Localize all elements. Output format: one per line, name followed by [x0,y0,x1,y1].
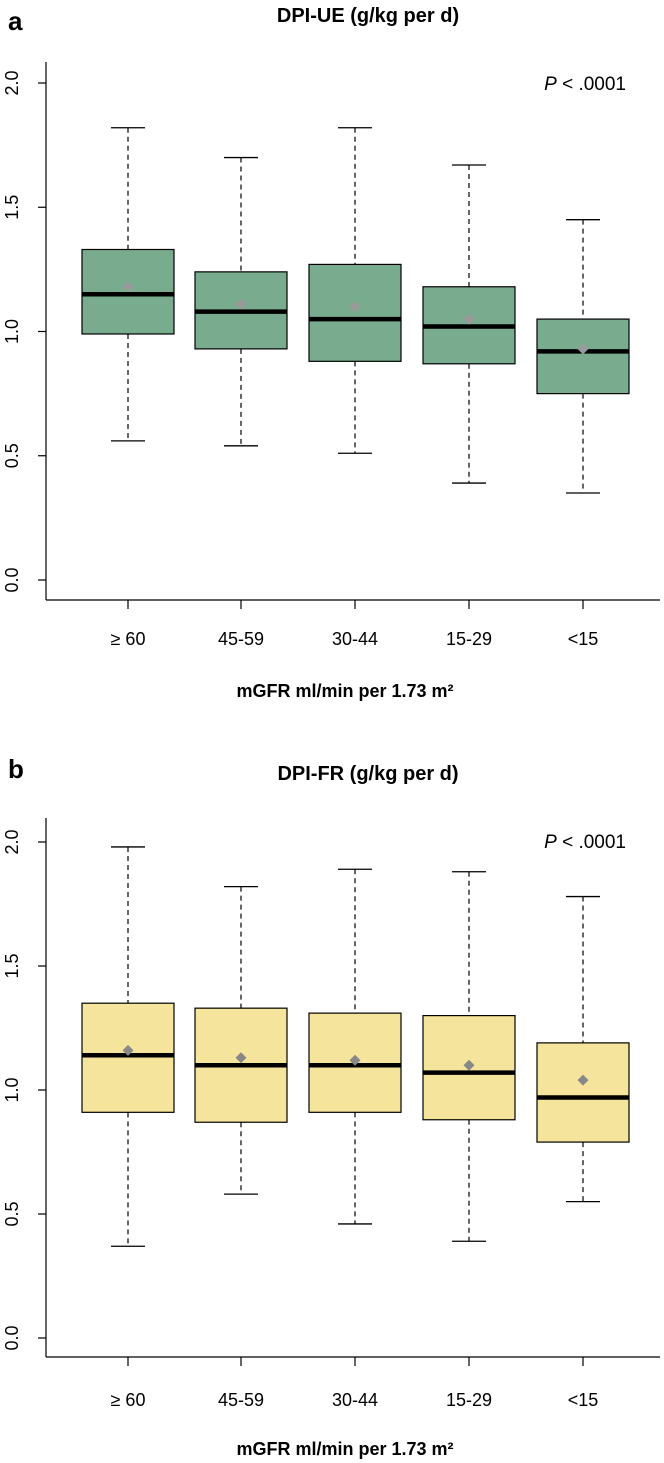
x-axis-label: mGFR ml/min per 1.73 m² [236,681,453,701]
box-1 [81,846,175,1247]
mean-marker [235,1052,247,1064]
x-tick-label: ≥ 60 [111,1390,146,1410]
box-2 [194,885,288,1195]
x-tick-label: <15 [568,1390,599,1410]
iqr-box [81,1002,175,1113]
chart-title: DPI-FR (g/kg per d) [277,763,458,785]
mean-marker [235,298,247,310]
iqr-box [536,318,630,395]
p-value-text: < .0001 [557,832,626,853]
chart-title: DPI-UE (g/kg per d) [277,5,459,27]
p-symbol: P [544,74,557,95]
panel-letter: a [8,6,23,36]
p-value-text: < .0001 [557,74,626,95]
panel-letter: b [8,754,24,784]
y-tick-label: 0.5 [2,443,22,468]
x-tick-label: 30-44 [332,629,378,649]
y-tick-label: 1.5 [2,953,22,978]
y-tick-label: 0.0 [2,1325,22,1350]
y-tick-label: 2.0 [2,829,22,854]
box-5 [536,895,630,1203]
y-tick-label: 0.0 [2,567,22,592]
x-tick-label: 15-29 [446,1390,492,1410]
x-axis-label: mGFR ml/min per 1.73 m² [236,1439,453,1459]
box-2 [194,156,288,447]
p-symbol: P [544,832,557,853]
box-4 [422,164,516,484]
x-tick-label: <15 [568,629,599,649]
y-tick-label: 2.0 [2,70,22,95]
x-tick-label: ≥ 60 [111,629,146,649]
y-tick-label: 0.5 [2,1201,22,1226]
mean-marker [577,343,589,355]
iqr-box [536,1042,630,1143]
p-value-annotation: P < .0001 [544,832,626,853]
mean-marker [463,1059,475,1071]
x-tick-label: 30-44 [332,1390,378,1410]
box-1 [81,127,175,442]
iqr-box [308,263,402,362]
mean-marker [577,1074,589,1086]
box-5 [536,219,630,494]
y-tick-label: 1.0 [2,1077,22,1102]
box-3 [308,868,402,1225]
x-tick-label: 45-59 [218,629,264,649]
mean-marker [349,1054,361,1066]
dpi-ue-chart: a DPI-UE (g/kg per d) 0.0 0.5 1.0 1.5 2.0 ≥ 60 4… [2,5,660,701]
mean-marker [122,1044,134,1056]
mean-marker [122,281,134,293]
dpi-fr-chart: b DPI-FR (g/kg per d) 0.0 0.5 1.0 1.5 2.0 ≥ 60 4… [2,754,660,1459]
y-tick-label: 1.5 [2,195,22,220]
box-3 [308,127,402,454]
x-tick-label: 15-29 [446,629,492,649]
y-tick-label: 1.0 [2,319,22,344]
mean-marker [349,301,361,313]
box-4 [422,871,516,1242]
mean-marker [463,313,475,325]
panel-a: a DPI-UE (g/kg per d) 0.0 0.5 1.0 1.5 2.0 ≥ 60 4… [0,0,664,730]
x-tick-label: 45-59 [218,1390,264,1410]
panel-b: b DPI-FR (g/kg per d) 0.0 0.5 1.0 1.5 2.0 ≥ 60 4… [0,745,664,1463]
p-value-annotation: P < .0001 [544,74,626,95]
